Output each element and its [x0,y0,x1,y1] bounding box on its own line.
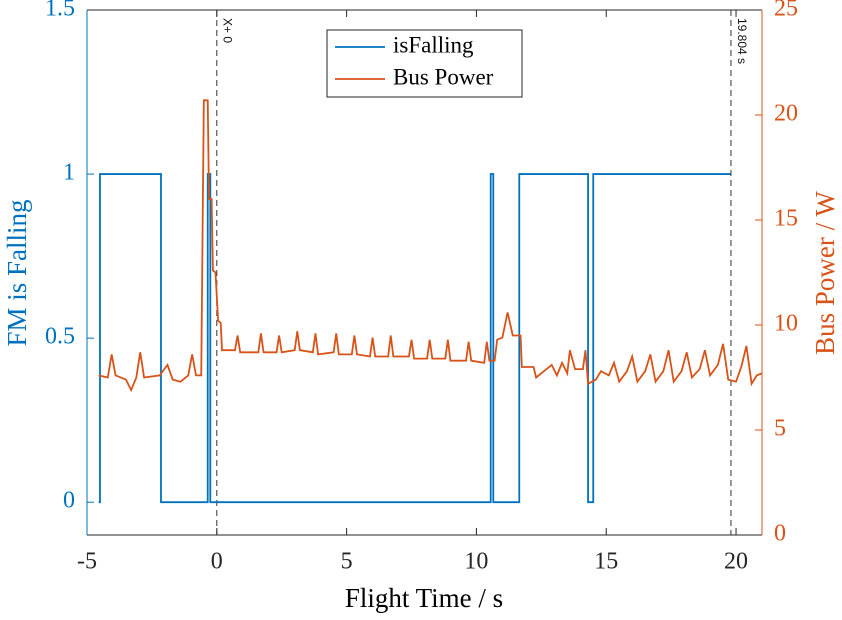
series-line [98,99,763,393]
y2-tick-label: 25 [774,0,798,22]
legend-label: isFalling [393,32,474,57]
y2-tick-label: 15 [774,206,798,232]
y-tick-label: 0 [63,488,75,514]
x-tick-label: 5 [341,549,353,575]
y-tick-label: 0.5 [45,324,75,350]
series-line [98,173,731,504]
x-tick-label: 20 [724,549,748,575]
y2-tick-label: 20 [774,101,798,127]
y2-tick-label: 10 [774,311,798,337]
legend: isFalling Bus Power [326,29,523,98]
x-axis-label: Flight Time / s [345,583,503,613]
x-tick-label: 10 [464,549,488,575]
y-tick-label: 1.5 [45,0,75,22]
y-axis-label: FM is Falling [2,199,32,346]
annotation-label: 19.804 s [735,18,749,64]
y-tick-label: 1 [63,160,75,186]
y2-axis-label: Bus Power / W [810,191,840,355]
x-tick-label: -5 [77,549,97,575]
x-tick-label: 0 [211,549,223,575]
legend-box [326,29,523,98]
y2-tick-label: 0 [774,521,786,547]
annotation-label: X+ 0 [221,18,235,43]
x-tick-label: 15 [594,549,618,575]
y2-tick-label: 5 [774,416,786,442]
legend-label: Bus Power [393,64,494,89]
